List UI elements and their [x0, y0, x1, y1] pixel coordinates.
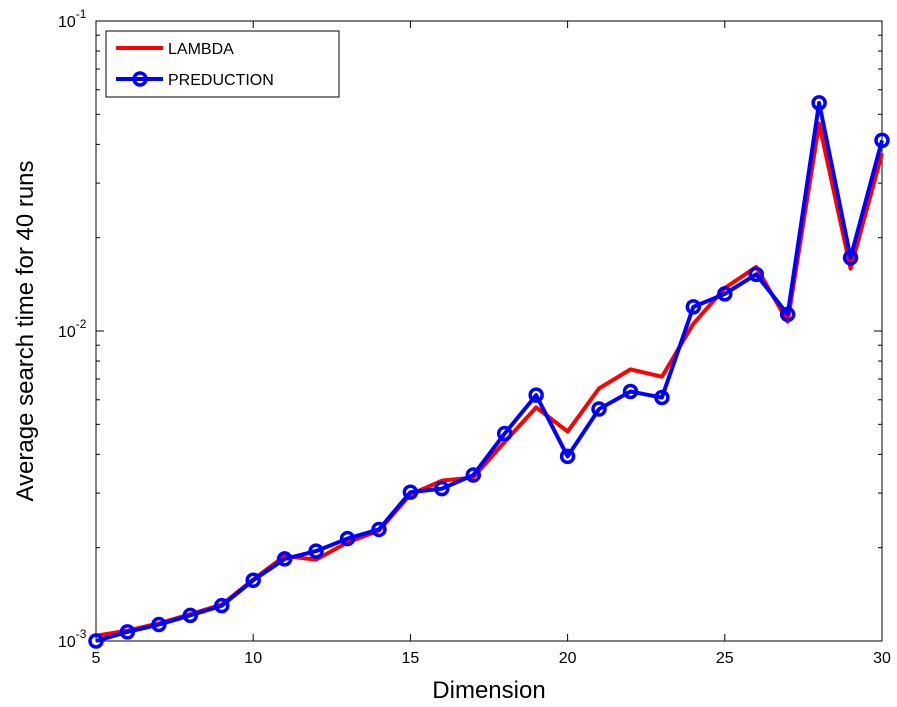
x-tick-label: 25	[716, 650, 734, 667]
data-point-preduction	[496, 425, 513, 442]
data-point-preduction	[339, 530, 356, 547]
data-point-preduction	[151, 616, 167, 633]
data-point-preduction	[465, 467, 482, 483]
y-tick-label: 10-1	[58, 7, 87, 31]
legend-box	[105, 30, 340, 98]
legend-preduction-marker	[132, 71, 148, 87]
data-point-preduction	[622, 383, 639, 400]
series-layer	[88, 95, 890, 649]
y-tick-label: 10-3	[58, 627, 87, 651]
data-point-preduction	[779, 306, 796, 323]
data-point-preduction	[88, 633, 104, 649]
data-point-preduction	[308, 543, 324, 559]
plot-area	[95, 20, 883, 642]
data-point-preduction	[434, 480, 450, 497]
data-point-preduction	[276, 551, 293, 567]
legend: LAMBDA PREDUCTION	[105, 30, 340, 98]
legend-lambda-label: LAMBDA	[168, 41, 234, 58]
data-point-preduction	[874, 132, 890, 149]
data-point-preduction	[182, 607, 199, 624]
x-tick-label: 10	[244, 650, 262, 667]
data-point-preduction	[748, 266, 764, 283]
data-point-preduction	[591, 401, 607, 417]
x-tick-label: 30	[873, 650, 891, 667]
x-tick-label: 20	[559, 650, 577, 667]
data-point-preduction	[119, 624, 136, 640]
x-tick-label: 15	[402, 650, 420, 667]
axis-ticks: 5 10 15 20 25 30 10-3 10-2 10-1	[58, 7, 891, 667]
data-point-preduction	[371, 521, 387, 538]
data-point-preduction	[214, 597, 230, 614]
data-point-preduction	[811, 95, 827, 111]
y-axis-label: Average search time for 40 runs	[12, 160, 39, 501]
data-point-preduction	[245, 572, 261, 589]
legend-preduction-label: PREDUCTION	[168, 72, 274, 89]
data-point-preduction	[559, 448, 576, 465]
data-point-preduction	[528, 387, 544, 403]
data-point-preduction	[685, 299, 702, 315]
x-axis-label: Dimension	[432, 677, 545, 704]
data-point-preduction	[402, 484, 419, 500]
data-point-preduction	[654, 389, 670, 406]
data-point-preduction	[842, 250, 859, 266]
y-tick-label: 10-2	[58, 317, 87, 341]
data-point-preduction	[717, 286, 733, 302]
x-tick-label: 5	[92, 650, 101, 667]
